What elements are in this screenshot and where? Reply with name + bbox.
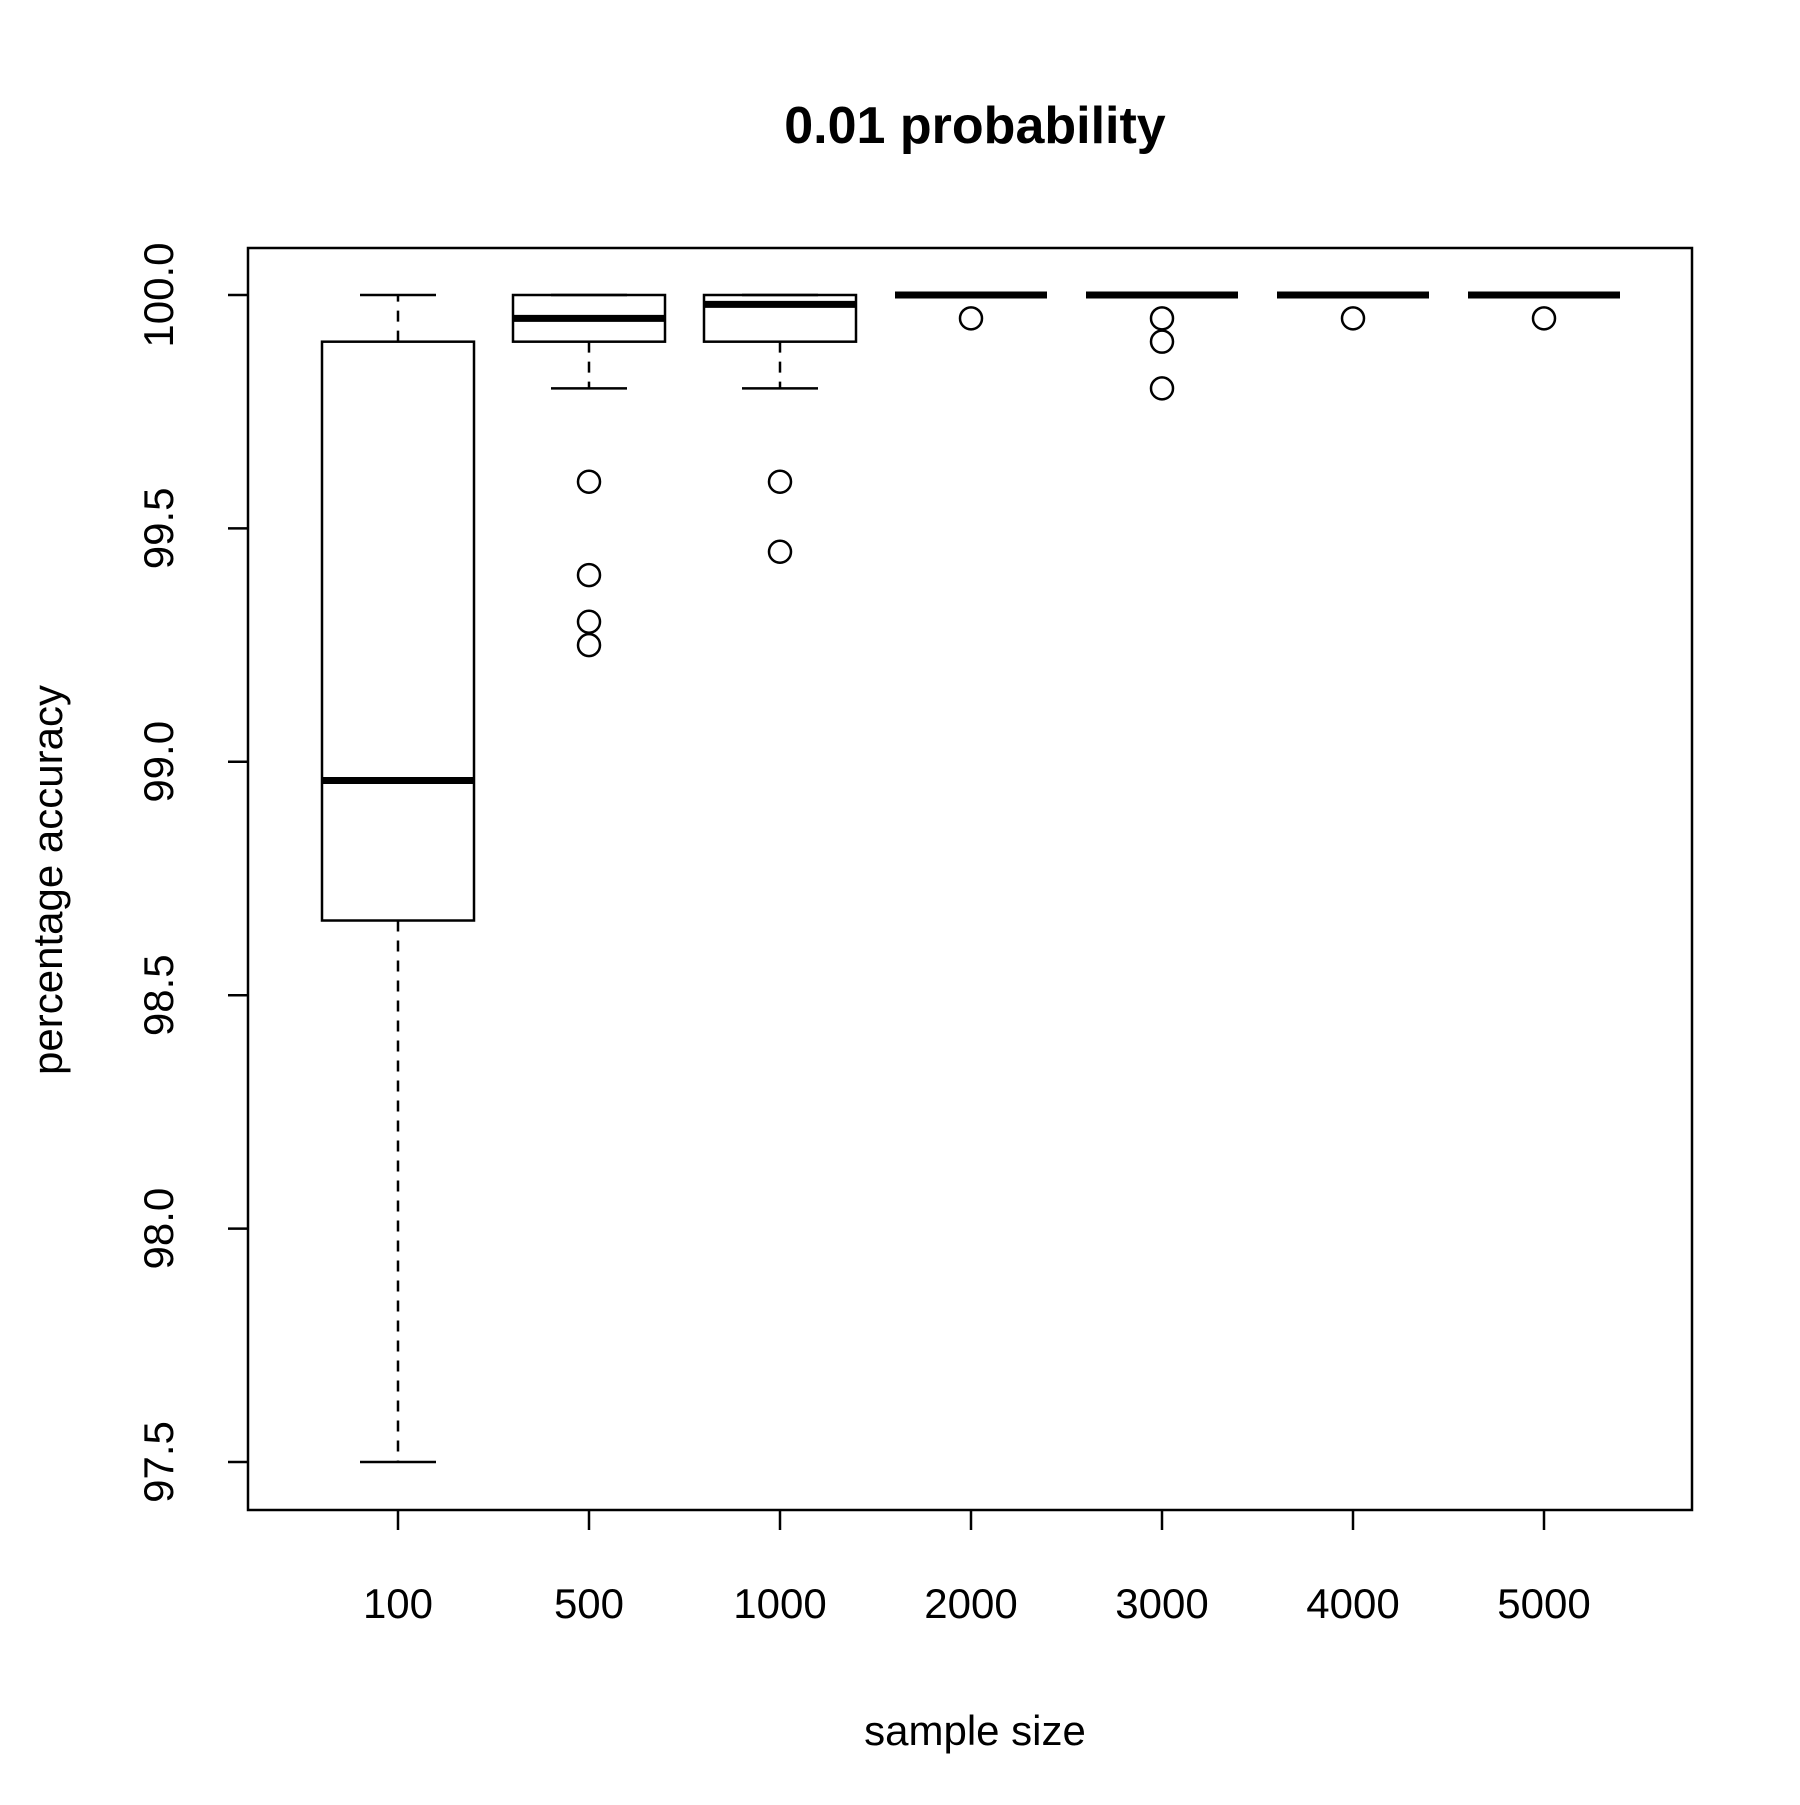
outlier-point	[767, 469, 793, 494]
outlier-point	[1340, 306, 1366, 331]
box-body	[320, 340, 476, 922]
outlier-point	[767, 539, 793, 564]
plot-frame	[246, 246, 1694, 1512]
x-tick-label: 3000	[1115, 1580, 1208, 1627]
box-4000	[1277, 291, 1429, 331]
outlier-point	[1149, 376, 1175, 401]
x-tick-label: 100	[363, 1580, 433, 1627]
box-5000	[1468, 291, 1620, 331]
x-tick-label: 500	[554, 1580, 624, 1627]
y-tick-label: 99.0	[135, 721, 182, 803]
outlier-point	[1531, 306, 1557, 331]
x-axis: 100 500 1000 2000 3000 4000 5000	[363, 1510, 1591, 1627]
box-500	[511, 293, 667, 658]
y-axis: 97.5 98.0 98.5 99.0 99.5 100.0	[135, 242, 248, 1503]
boxes-group	[320, 291, 1620, 1464]
x-tick-label: 2000	[924, 1580, 1017, 1627]
x-axis-label: sample size	[864, 1707, 1086, 1754]
outlier-point	[576, 609, 602, 635]
chart-title: 0.01 probability	[784, 97, 1166, 155]
x-tick-label: 5000	[1497, 1580, 1590, 1627]
outlier-point	[576, 469, 602, 494]
box-1000	[702, 293, 858, 564]
box-2000	[895, 291, 1047, 331]
box-body	[702, 293, 858, 343]
outlier-point	[576, 562, 602, 588]
outlier-point	[958, 306, 984, 331]
y-tick-label: 99.5	[135, 488, 182, 570]
y-axis-label: percentage accuracy	[24, 685, 71, 1075]
box-3000	[1086, 291, 1238, 401]
y-tick-label: 98.5	[135, 954, 182, 1036]
y-tick-label: 97.5	[135, 1421, 182, 1503]
outlier-point	[1149, 306, 1175, 331]
y-tick-label: 98.0	[135, 1188, 182, 1270]
box-100	[320, 293, 476, 1464]
y-tick-label: 100.0	[135, 242, 182, 347]
x-tick-label: 4000	[1306, 1580, 1399, 1627]
outlier-point	[576, 632, 602, 658]
x-tick-label: 1000	[733, 1580, 826, 1627]
outlier-point	[1149, 329, 1175, 354]
